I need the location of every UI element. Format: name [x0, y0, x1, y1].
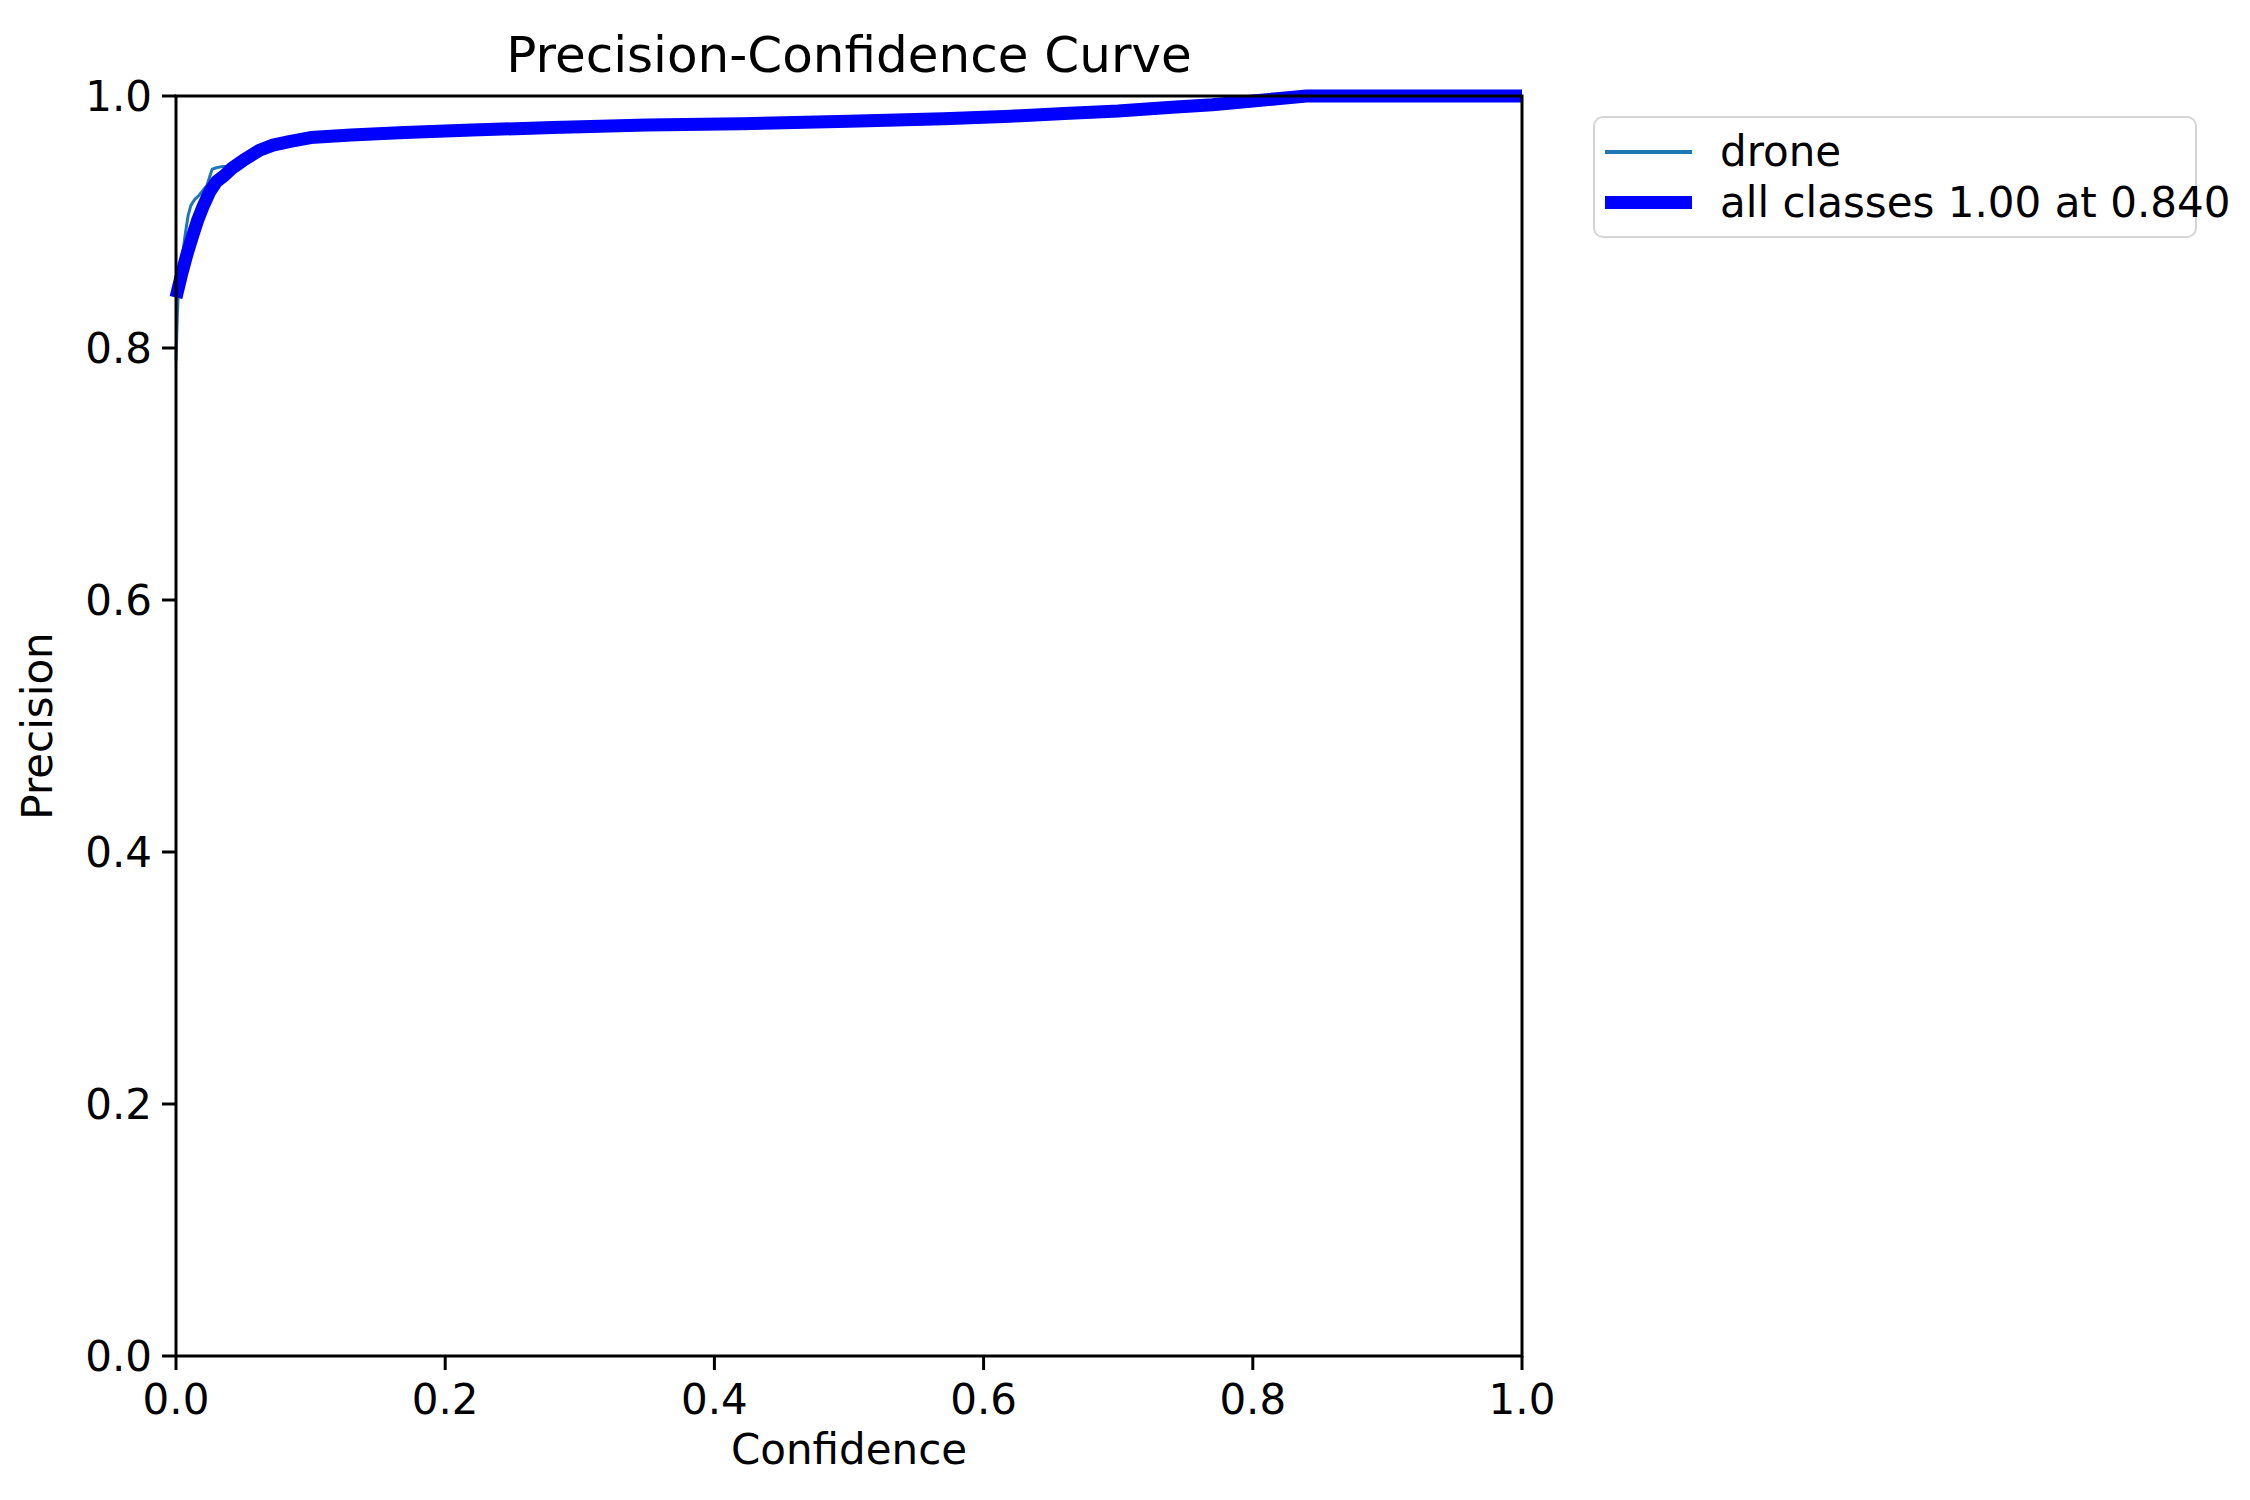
y-axis-label: Precision — [13, 632, 62, 819]
legend-item-all-classes: all classes 1.00 at 0.840 — [1605, 178, 2181, 228]
precision-confidence-figure: Precision-Confidence Curve Confidence Pr… — [0, 0, 2250, 1500]
x-tick-label: 1.0 — [1489, 1375, 1556, 1424]
y-tick-label: 0.8 — [85, 324, 152, 373]
legend: drone all classes 1.00 at 0.840 — [1593, 116, 2197, 238]
drone-line-sample — [1605, 150, 1692, 154]
x-tick-label: 0.4 — [681, 1375, 748, 1424]
plot-border — [176, 96, 1522, 1356]
y-tick-label: 0.0 — [85, 1332, 152, 1381]
legend-item-drone: drone — [1605, 127, 2181, 177]
x-tick-label: 0.2 — [412, 1375, 479, 1424]
y-axis-ticks: 0.0 0.2 0.4 0.6 0.8 1.0 — [85, 72, 176, 1381]
y-tick-label: 0.2 — [85, 1080, 152, 1129]
all-classes-line-sample — [1605, 196, 1692, 209]
y-tick-label: 1.0 — [85, 72, 152, 121]
y-tick-label: 0.4 — [85, 828, 152, 877]
curve-all-classes — [176, 96, 1522, 298]
legend-label-all-classes: all classes 1.00 at 0.840 — [1720, 182, 2230, 224]
chart-title: Precision-Confidence Curve — [506, 26, 1192, 84]
x-tick-label: 0.6 — [950, 1375, 1017, 1424]
legend-label-drone: drone — [1720, 131, 1841, 173]
x-axis-ticks: 0.0 0.2 0.4 0.6 0.8 1.0 — [143, 1356, 1556, 1424]
y-tick-label: 0.6 — [85, 576, 152, 625]
curve-series-group — [176, 96, 1522, 361]
x-axis-label: Confidence — [731, 1425, 967, 1474]
x-tick-label: 0.8 — [1219, 1375, 1286, 1424]
x-tick-label: 0.0 — [143, 1375, 210, 1424]
